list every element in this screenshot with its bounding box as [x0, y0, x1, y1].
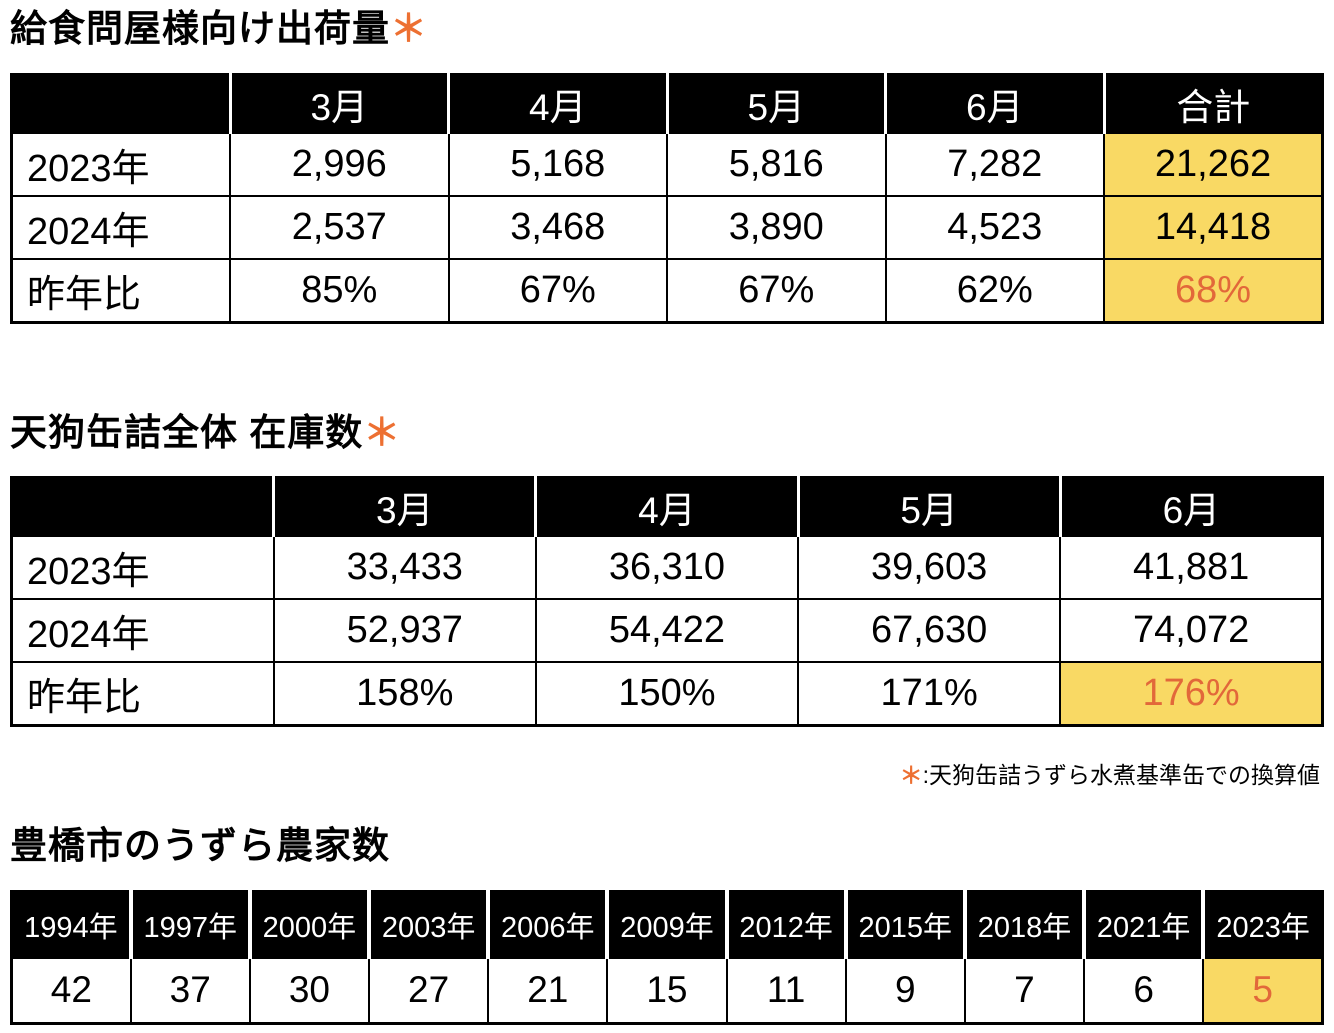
- value-cell: 74,072: [1059, 598, 1324, 664]
- year-header-cell: 2015年: [843, 891, 967, 959]
- shipments-table: 3月 4月 5月 6月 合計 2023年 2,996 5,168 5,816 7…: [10, 72, 1324, 324]
- value-cell: 21: [487, 956, 609, 1025]
- value-cell: 6: [1083, 956, 1205, 1025]
- month-header-cell: 5月: [665, 74, 887, 134]
- value-cell: 2,537: [229, 194, 450, 260]
- year-header-cell: 2003年: [367, 891, 491, 959]
- month-header-cell: 6月: [1058, 477, 1325, 538]
- table-row: 42 37 30 27 21 15 11 9 7 6 5: [10, 956, 1324, 1025]
- month-header-cell: 3月: [272, 477, 538, 538]
- total-value-cell: 21,262: [1103, 131, 1324, 197]
- year-header-cell: 2021年: [1082, 891, 1206, 959]
- value-cell: 62%: [884, 257, 1105, 324]
- shipments-header-row: 3月 4月 5月 6月 合計: [10, 74, 1324, 134]
- value-cell: 52,937: [272, 598, 537, 664]
- total-ratio-cell: 68%: [1103, 257, 1324, 324]
- month-header-cell: 3月: [228, 74, 450, 134]
- total-value-cell: 14,418: [1103, 194, 1324, 260]
- value-cell: 39,603: [797, 535, 1062, 601]
- value-cell: 5,168: [447, 131, 668, 197]
- value-cell: 4,523: [884, 194, 1105, 260]
- table-row: 2023年 2,996 5,168 5,816 7,282 21,262: [10, 131, 1324, 197]
- table-row: 2024年 52,937 54,422 67,630 74,072: [10, 598, 1324, 664]
- highlight-ratio-cell: 176%: [1059, 661, 1324, 727]
- value-cell: 3,468: [447, 194, 668, 260]
- value-cell: 171%: [797, 661, 1062, 727]
- farmers-section-title: 豊橋市のうずら農家数: [10, 825, 1324, 868]
- value-cell: 42: [10, 956, 132, 1025]
- value-cell: 7: [963, 956, 1086, 1025]
- inventory-section-title: 天狗缶詰全体 在庫数＊: [10, 412, 1324, 455]
- year-header-cell: 1997年: [128, 891, 252, 959]
- value-cell: 11: [725, 956, 847, 1025]
- value-cell: 2,996: [229, 131, 450, 197]
- shipments-section-title: 給食問屋様向け出荷量＊: [10, 8, 1324, 51]
- table-row: 2023年 33,433 36,310 39,603 41,881: [10, 535, 1324, 601]
- farmers-header-row: 1994年 1997年 2000年 2003年 2006年 2009年 2012…: [9, 891, 1325, 959]
- footnote-text: :天狗缶詰うずら水煮基準缶での換算値: [922, 762, 1320, 789]
- table-row: 2024年 2,537 3,468 3,890 4,523 14,418: [10, 194, 1324, 260]
- row-label-cell: 2023年: [10, 535, 275, 601]
- year-header-cell: 2023年: [1201, 891, 1325, 959]
- month-header-cell: 5月: [796, 477, 1062, 538]
- inventory-title-text: 天狗缶詰全体 在庫数: [10, 411, 364, 453]
- month-header-cell: 4月: [447, 74, 669, 134]
- total-header-cell: 合計: [1102, 74, 1324, 134]
- corner-cell: [10, 74, 232, 134]
- value-cell: 9: [844, 956, 966, 1025]
- row-label-cell: 2024年: [10, 598, 275, 664]
- value-cell: 158%: [272, 661, 537, 727]
- value-cell: 85%: [229, 257, 450, 324]
- value-cell: 15: [606, 956, 728, 1025]
- year-header-cell: 2006年: [486, 891, 610, 959]
- year-header-cell: 2018年: [962, 891, 1087, 959]
- value-cell: 67,630: [797, 598, 1062, 664]
- month-header-cell: 4月: [534, 477, 800, 538]
- value-cell: 67%: [666, 257, 887, 324]
- asterisk-icon: ＊: [363, 411, 402, 453]
- value-cell: 37: [129, 956, 251, 1025]
- row-label-cell: 2023年: [10, 131, 231, 197]
- year-header-cell: 1994年: [9, 891, 133, 959]
- value-cell: 150%: [534, 661, 800, 727]
- row-label-cell: 昨年比: [10, 257, 231, 324]
- footnote: ＊:天狗缶詰うずら水煮基準缶での換算値: [10, 759, 1320, 791]
- farmers-table: 1994年 1997年 2000年 2003年 2006年 2009年 2012…: [9, 889, 1325, 1025]
- table-row: 昨年比 85% 67% 67% 62% 68%: [10, 257, 1324, 324]
- inventory-table: 3月 4月 5月 6月 2023年 33,433 36,310 39,603 4…: [9, 476, 1325, 728]
- value-cell: 36,310: [534, 535, 800, 601]
- value-cell: 67%: [447, 257, 668, 324]
- value-cell: 5,816: [666, 131, 887, 197]
- highlight-value-cell: 5: [1202, 956, 1324, 1025]
- shipments-title-text: 給食問屋様向け出荷量: [10, 8, 390, 49]
- year-header-cell: 2009年: [605, 891, 729, 959]
- value-cell: 33,433: [272, 535, 537, 601]
- year-header-cell: 2012年: [724, 891, 848, 959]
- year-header-cell: 2000年: [247, 891, 372, 959]
- value-cell: 30: [248, 956, 371, 1025]
- value-cell: 54,422: [534, 598, 800, 664]
- value-cell: 27: [368, 956, 490, 1025]
- value-cell: 7,282: [884, 131, 1105, 197]
- inventory-header-row: 3月 4月 5月 6月: [9, 477, 1325, 538]
- value-cell: 41,881: [1059, 535, 1324, 601]
- corner-cell: [9, 477, 276, 538]
- asterisk-icon: ＊: [899, 762, 923, 789]
- row-label-cell: 2024年: [10, 194, 231, 260]
- farmers-title-text: 豊橋市のうずら農家数: [10, 825, 390, 867]
- table-row: 昨年比 158% 150% 171% 176%: [10, 661, 1324, 727]
- month-header-cell: 6月: [884, 74, 1106, 134]
- value-cell: 3,890: [666, 194, 887, 260]
- row-label-cell: 昨年比: [10, 661, 275, 727]
- asterisk-icon: ＊: [390, 8, 428, 49]
